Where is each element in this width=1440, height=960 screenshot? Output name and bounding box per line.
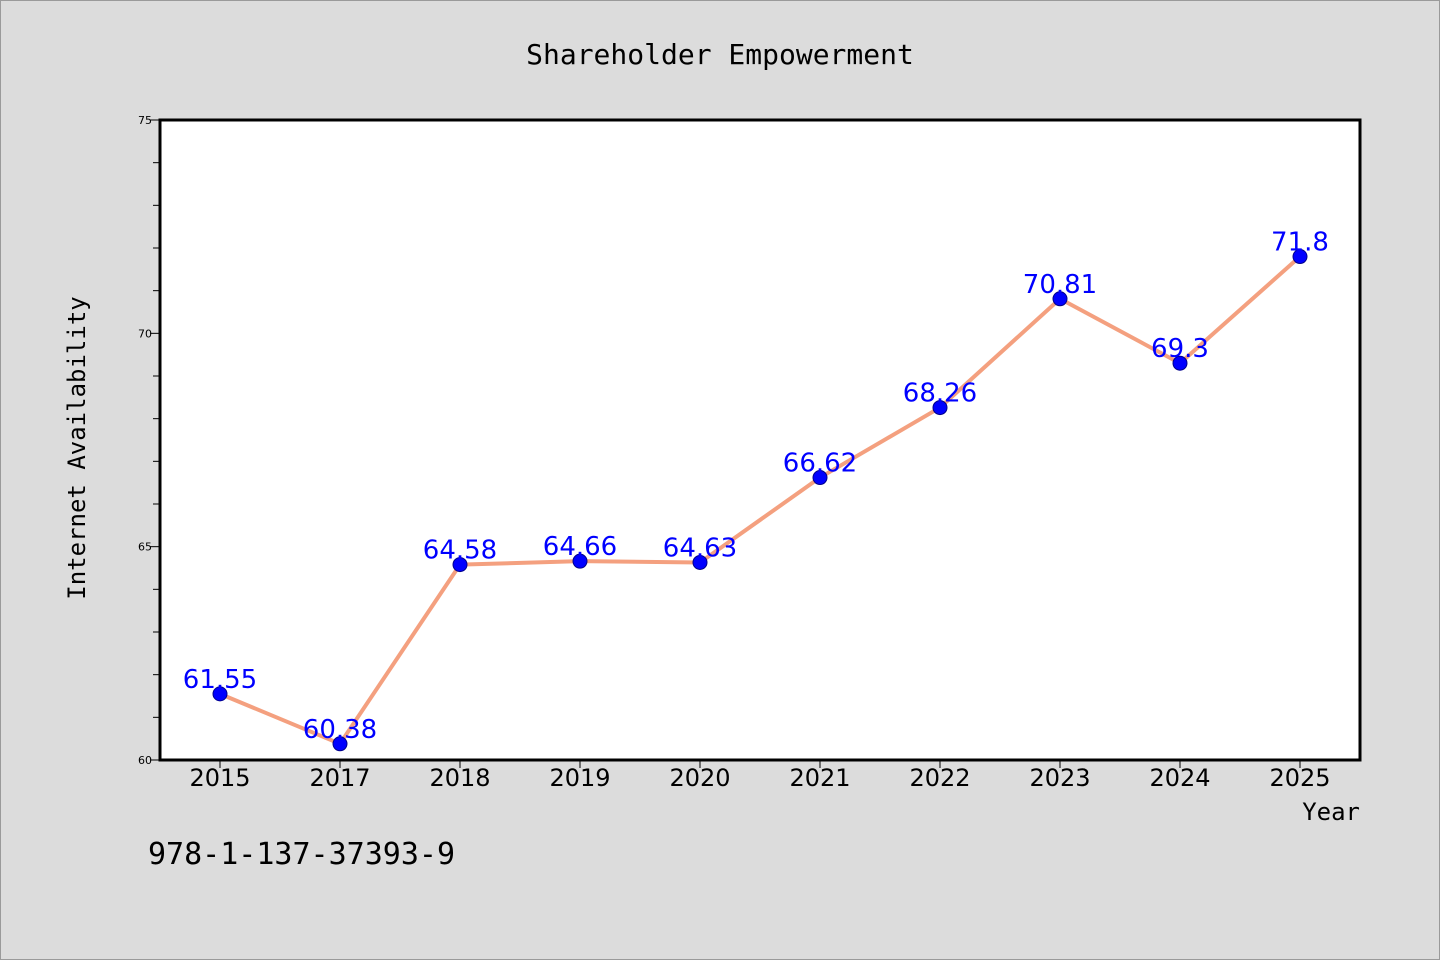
series-line bbox=[219, 255, 1302, 746]
data-point-marker bbox=[812, 470, 828, 486]
series-line-group bbox=[219, 255, 1302, 746]
chart-title: Shareholder Empowerment bbox=[526, 38, 914, 71]
data-labels: 61.55 60.38 64.58 64.66 64.63 66.62 68.26 70.81… bbox=[183, 228, 1329, 745]
x-axis-label: Year bbox=[1302, 798, 1360, 826]
data-label: 66.62 bbox=[783, 449, 857, 479]
plot-area bbox=[160, 120, 1360, 760]
data-point-marker bbox=[1052, 291, 1068, 307]
x-tick-label: 2021 bbox=[789, 764, 850, 792]
data-point-marker bbox=[932, 400, 948, 416]
data-label: 69.3 bbox=[1151, 334, 1209, 364]
data-label: 71.8 bbox=[1271, 228, 1329, 258]
data-label: 70.81 bbox=[1023, 270, 1097, 300]
y-axis-label: Internet Availability bbox=[63, 296, 91, 599]
data-label: 60.38 bbox=[303, 715, 377, 745]
x-tick-label: 2015 bbox=[189, 764, 250, 792]
y-tick-label: 75 bbox=[138, 114, 152, 127]
x-tick-label: 2023 bbox=[1029, 764, 1090, 792]
data-point-marker bbox=[692, 554, 708, 570]
data-label: 64.58 bbox=[423, 536, 497, 566]
x-tick-label: 2022 bbox=[909, 764, 970, 792]
data-point-marker bbox=[1172, 355, 1188, 371]
data-points bbox=[212, 249, 1308, 752]
y-tick-label: 65 bbox=[138, 541, 152, 554]
data-point-marker bbox=[572, 553, 588, 569]
plot-frame bbox=[158, 118, 1362, 762]
data-point-marker bbox=[332, 736, 348, 752]
x-tick-label: 2019 bbox=[549, 764, 610, 792]
data-point-marker bbox=[452, 557, 468, 573]
y-tick-label: 60 bbox=[138, 754, 152, 767]
data-point-marker bbox=[212, 686, 228, 702]
x-tick-label: 2017 bbox=[309, 764, 370, 792]
data-point-marker bbox=[1292, 249, 1308, 265]
x-axis: 2015 2017 2018 2019 2020 2021 2022 2023 2024 2025 bbox=[189, 760, 1331, 792]
x-tick-label: 2018 bbox=[429, 764, 490, 792]
data-label: 64.63 bbox=[663, 533, 737, 563]
y-tick-label: 70 bbox=[138, 327, 152, 340]
x-tick-label: 2020 bbox=[669, 764, 730, 792]
data-label: 61.55 bbox=[183, 665, 257, 695]
isbn-annotation: 978-1-137-37393-9 bbox=[148, 837, 455, 872]
data-label: 64.66 bbox=[543, 532, 617, 562]
data-label: 68.26 bbox=[903, 379, 977, 409]
x-tick-label: 2024 bbox=[1149, 764, 1210, 792]
x-tick-label: 2025 bbox=[1269, 764, 1330, 792]
